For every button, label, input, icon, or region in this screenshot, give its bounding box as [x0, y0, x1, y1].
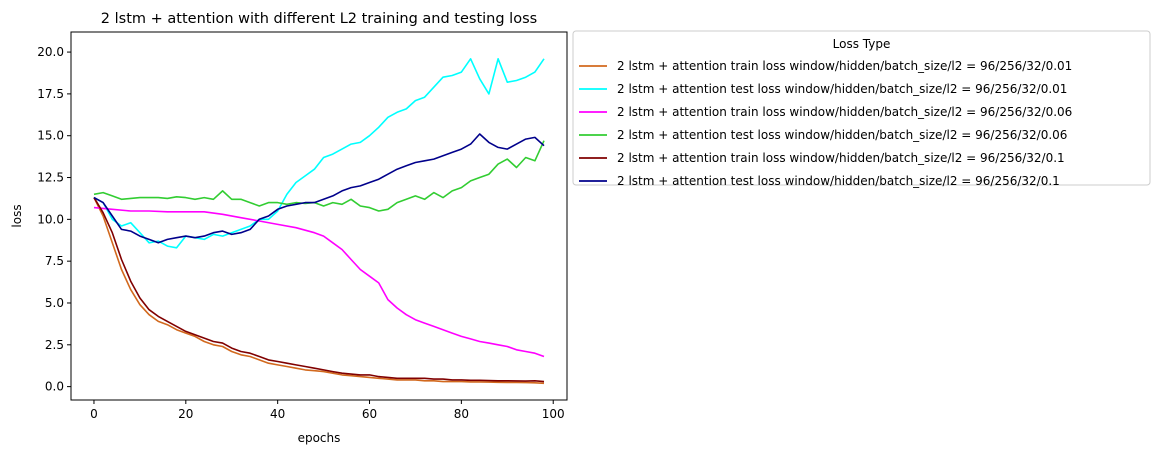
x-tick-label: 40	[270, 407, 285, 421]
series-line-2	[93, 57, 545, 249]
legend-entry-2: 2 lstm + attention test loss window/hidd…	[617, 82, 1067, 96]
x-tick-label: 20	[178, 407, 193, 421]
x-tick-label: 100	[542, 407, 565, 421]
y-tick-label: 10.0	[37, 212, 64, 226]
series-lines	[93, 57, 545, 385]
series-line-1	[93, 197, 545, 385]
y-tick-label: 7.5	[45, 254, 64, 268]
legend-entry-6: 2 lstm + attention test loss window/hidd…	[617, 174, 1060, 188]
legend-entry-1: 2 lstm + attention train loss window/hid…	[617, 59, 1072, 73]
series-line-5	[93, 197, 545, 383]
series-line-6	[93, 133, 545, 244]
series-line-4	[93, 140, 545, 212]
y-tick-label: 5.0	[45, 296, 64, 310]
y-tick-label: 17.5	[37, 87, 64, 101]
x-axis: 0 20 40 60 80 100	[90, 400, 565, 421]
legend: Loss Type 2 lstm + attention train loss …	[572, 30, 1151, 188]
plot-frame	[70, 31, 568, 401]
y-tick-label: 12.5	[37, 171, 64, 185]
plot-area	[70, 31, 568, 401]
series-line-3	[93, 206, 545, 358]
x-tick-label: 60	[362, 407, 377, 421]
y-tick-label: 20.0	[37, 45, 64, 59]
y-tick-label: 15.0	[37, 129, 64, 143]
legend-box	[572, 30, 1151, 186]
x-axis-label: epochs	[298, 431, 341, 445]
x-tick-label: 0	[90, 407, 98, 421]
y-tick-label: 0.0	[45, 380, 64, 394]
legend-entry-4: 2 lstm + attention test loss window/hidd…	[617, 128, 1067, 142]
x-tick-label: 80	[454, 407, 469, 421]
legend-entry-3: 2 lstm + attention train loss window/hid…	[617, 105, 1072, 119]
y-axis: 0.0 2.5 5.0 7.5 10.0 12.5 15.0 17.5 20.0	[37, 45, 71, 394]
legend-entries: 2 lstm + attention train loss window/hid…	[579, 59, 1072, 188]
y-tick-label: 2.5	[45, 338, 64, 352]
legend-title: Loss Type	[833, 37, 891, 51]
legend-entry-5: 2 lstm + attention train loss window/hid…	[617, 151, 1065, 165]
chart-title: 2 lstm + attention with different L2 tra…	[101, 11, 537, 27]
y-axis-label: loss	[10, 204, 24, 227]
